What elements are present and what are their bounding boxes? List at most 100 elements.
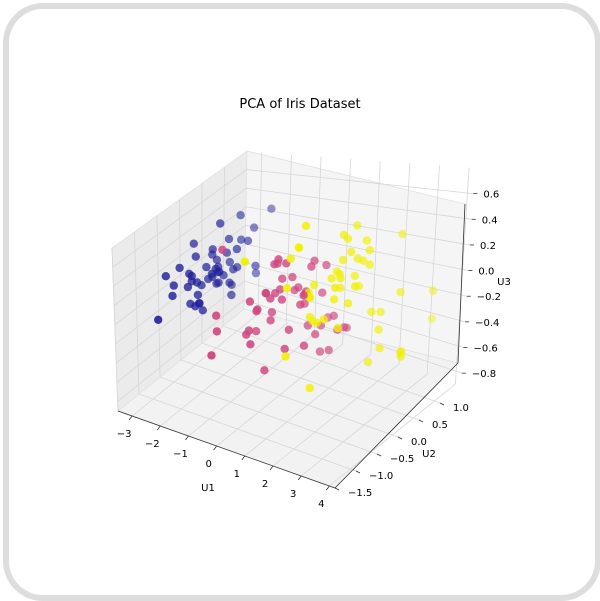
data-point-s2-42 [294,243,304,252]
x-axis-line [117,410,336,489]
y-tick-label-5: 1.0 [453,403,469,414]
data-point-s2-34 [305,383,314,393]
z-axis-line [457,203,466,364]
data-point-s0-3 [183,282,193,292]
y-tick-label-1: −1.0 [369,471,393,482]
data-point-s0-33 [249,223,259,232]
data-point-s1-8 [315,347,325,356]
data-point-s0-19 [224,234,234,244]
data-point-s0-20 [227,290,236,300]
y-tick-mark-3 [397,436,403,440]
z-tick-label-7: 0.6 [483,190,499,201]
data-point-s1-20 [307,262,316,271]
data-point-s1-11 [288,272,297,282]
y-tick-label-0: −1.5 [348,488,372,499]
x-tick-mark-0 [128,415,133,421]
y-tick-mark-2 [376,453,382,457]
data-point-s2-40 [353,254,362,263]
data-point-s0-48 [229,265,238,274]
z-tick-label-4: 0.0 [478,267,494,278]
z-tick-label-3: −0.2 [477,292,501,303]
data-point-s2-8 [333,323,342,333]
data-point-s2-27 [309,280,319,290]
y-tick-mark-4 [418,419,424,423]
data-point-s0-25 [198,306,207,315]
axis-lines [117,193,478,491]
data-point-s1-6 [322,260,331,270]
data-point-s0-12 [186,299,195,308]
data-point-s2-13 [282,284,292,293]
x-tick-label-7: 4 [318,499,324,510]
x-tick-mark-1 [156,425,161,431]
x-tick-mark-3 [213,445,217,451]
z-grid-line-5 [113,206,471,306]
z-grid-line-6 [113,187,472,287]
data-point-s1-32 [267,308,277,317]
data-point-s1-43 [212,327,222,336]
y-tick-label-3: 0.0 [411,437,427,448]
data-point-s0-6 [191,252,200,261]
data-point-s0-45 [187,271,196,281]
data-point-s1-26 [324,345,333,355]
data-point-s2-43 [365,246,374,255]
x-tick-mark-2 [185,435,189,441]
data-point-s1-34 [274,255,283,264]
data-point-s1-2 [339,323,349,332]
data-point-s2-41 [353,221,362,230]
data-point-s2-31 [427,314,436,323]
data-point-s0-24 [207,269,217,278]
y-grid-line-2 [156,215,378,455]
y-tick-mark-1 [355,470,361,474]
data-point-s1-23 [296,300,305,309]
data-point-s0-44 [232,244,242,254]
data-point-s2-25 [376,307,385,317]
data-point-s0-23 [215,267,224,276]
data-point-s1-3 [246,340,255,349]
y-grid-line-4 [201,183,420,421]
z-grid-line-4 [114,224,469,326]
x-tick-label-5: 2 [262,479,268,490]
z-tick-label-1: −0.6 [473,344,497,355]
data-point-s1-12 [260,366,269,375]
data-point-s0-32 [236,211,245,220]
data-point-s1-40 [261,289,271,298]
data-point-s1-39 [252,307,261,316]
data-point-s2-20 [365,260,374,269]
data-point-s1-18 [280,344,289,354]
y-grid-line-1 [134,231,357,472]
data-point-s1-7 [212,311,221,320]
z-axis-label: U3 [497,277,511,288]
x-tick-label-1: −2 [145,439,160,450]
data-point-s0-18 [251,261,260,270]
data-point-s0-13 [161,272,170,281]
z-tick-label-0: −0.8 [472,369,496,380]
data-point-s2-36 [347,247,356,257]
data-point-s0-30 [193,290,203,300]
data-point-s2-35 [396,287,405,297]
data-points [154,204,438,393]
x-tick-mark-6 [297,475,302,481]
data-point-s1-10 [207,351,216,360]
z-grid-line-7 [112,169,474,268]
data-point-s2-32 [331,283,340,292]
data-point-s2-21 [286,254,295,263]
data-point-s2-9 [398,229,407,239]
data-point-s2-2 [367,307,376,317]
data-point-s2-28 [329,295,339,304]
data-point-s1-45 [278,274,287,283]
data-point-s1-9 [245,297,255,306]
x-tick-label-2: −1 [173,449,188,460]
data-point-s2-44 [362,236,372,245]
data-point-s1-22 [299,341,309,350]
x-tick-label-0: −3 [117,429,132,440]
data-point-s2-18 [396,352,405,361]
z-tick-label-6: 0.4 [482,215,498,226]
data-point-s2-7 [375,344,384,353]
z-grid-line-0 [117,299,462,402]
data-point-s0-31 [225,278,234,287]
data-point-s2-0 [350,282,360,291]
data-point-s2-30 [374,325,383,334]
y-grid-line-5 [222,167,441,404]
data-point-s2-19 [281,352,290,361]
x-tick-label-4: 1 [234,469,240,480]
